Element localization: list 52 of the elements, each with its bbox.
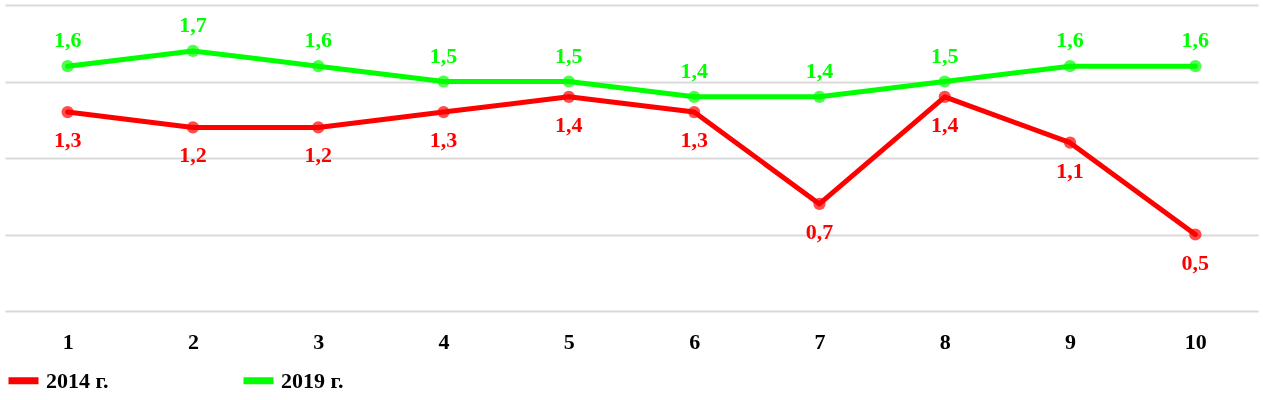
point xyxy=(1063,60,1077,73)
x-tick-label: 5 xyxy=(563,328,575,354)
data-label: 1,7 xyxy=(179,11,207,37)
data-label: 1,6 xyxy=(304,27,332,53)
point xyxy=(688,90,701,103)
x-tick-label: 4 xyxy=(438,328,450,354)
x-tick-label: 6 xyxy=(689,328,701,354)
point xyxy=(562,90,575,103)
point xyxy=(437,105,450,119)
data-label: 1,6 xyxy=(1056,27,1084,53)
point xyxy=(1189,228,1202,241)
data-label: 1,6 xyxy=(1181,27,1210,53)
point xyxy=(688,105,701,119)
x-tick-label: 3 xyxy=(313,328,325,354)
data-label: 1,2 xyxy=(179,142,207,168)
x-tick-label: 8 xyxy=(939,328,951,354)
data-label: 1,3 xyxy=(53,127,82,153)
data-label: 0,5 xyxy=(1181,249,1210,275)
x-tick-label: 9 xyxy=(1065,328,1077,354)
data-label: 1,5 xyxy=(931,42,959,68)
data-label: 1,4 xyxy=(805,57,834,83)
data-label: 1,4 xyxy=(931,111,959,137)
point xyxy=(562,75,575,88)
point xyxy=(312,60,325,73)
legend-label: 2019 г. xyxy=(281,367,344,393)
point xyxy=(813,197,826,211)
x-tick-label: 2 xyxy=(187,328,199,354)
x-tick-label: 10 xyxy=(1184,328,1207,354)
data-label: 1,4 xyxy=(680,57,708,83)
data-label: 1,5 xyxy=(429,42,458,68)
point xyxy=(312,121,325,134)
data-label: 1,4 xyxy=(555,111,583,137)
point xyxy=(61,60,74,73)
point xyxy=(186,44,200,58)
point xyxy=(1063,136,1077,149)
data-label: 0,7 xyxy=(805,218,834,244)
data-label: 1,3 xyxy=(429,127,458,153)
point xyxy=(61,105,74,119)
data-label: 1,5 xyxy=(555,42,583,68)
x-tick-label: 1 xyxy=(62,328,74,354)
point xyxy=(938,90,951,103)
point xyxy=(437,75,450,88)
data-label: 1,6 xyxy=(53,27,82,53)
point xyxy=(186,121,200,134)
x-tick-label: 7 xyxy=(814,328,826,354)
point xyxy=(1189,60,1202,73)
data-label: 1,2 xyxy=(304,142,332,168)
data-label: 1,3 xyxy=(680,127,708,153)
legend-label: 2014 г. xyxy=(46,367,109,393)
point xyxy=(813,90,826,103)
point xyxy=(938,75,951,88)
data-label: 1,1 xyxy=(1056,157,1084,183)
